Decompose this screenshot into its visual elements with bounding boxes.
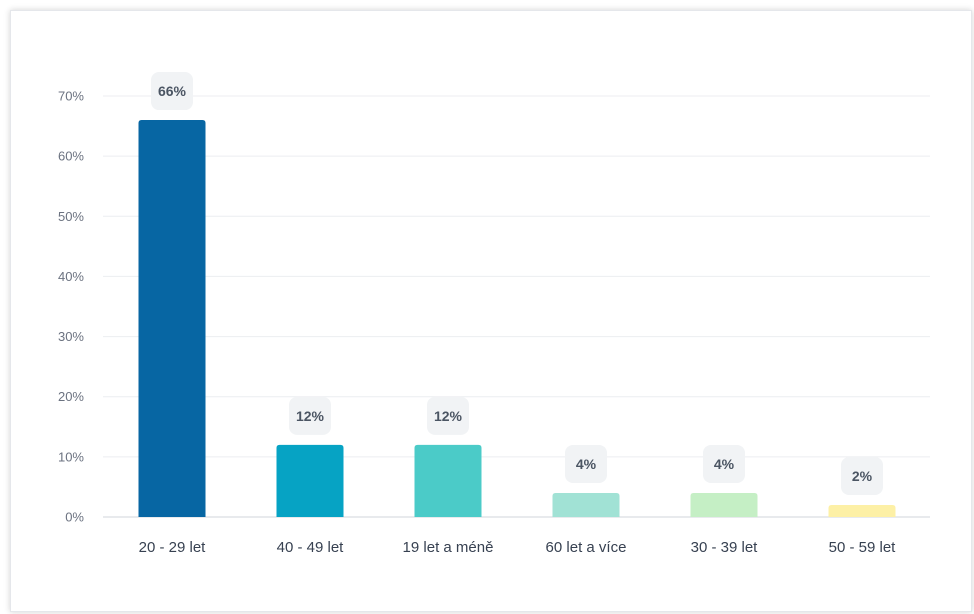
data-label-badge <box>565 444 607 483</box>
data-label-badge <box>151 72 193 111</box>
bar <box>276 444 344 517</box>
data-label-badge <box>427 396 469 435</box>
data-label-badge <box>289 396 331 435</box>
bars <box>138 120 896 518</box>
bar <box>690 492 758 517</box>
bar <box>828 504 896 517</box>
x-tick-label: 30 - 39 let <box>691 539 759 556</box>
y-tick-label: 10% <box>58 449 84 464</box>
y-tick-label: 50% <box>58 209 84 224</box>
data-label: 66% <box>158 83 187 99</box>
x-tick-label: 60 let a více <box>546 539 627 556</box>
x-axis: 20 - 29 let 40 - 49 let 19 let a méně 60 le… <box>139 539 897 556</box>
y-tick-label: 0% <box>65 510 84 525</box>
data-labels: 66% 12% 12% 4% 4% 2% <box>151 72 883 495</box>
data-label: 4% <box>714 456 735 472</box>
y-tick-label: 30% <box>58 329 84 344</box>
bar <box>138 120 206 518</box>
data-label-badge <box>703 444 745 483</box>
y-tick-label: 20% <box>58 389 84 404</box>
data-label: 12% <box>434 408 463 424</box>
x-tick-label: 40 - 49 let <box>277 539 345 556</box>
data-label: 12% <box>296 408 325 424</box>
y-axis: 0% 10% 20% 30% 40% 50% 60% 70% <box>58 89 84 525</box>
x-tick-label: 19 let a méně <box>403 539 494 556</box>
bar <box>552 492 620 517</box>
y-tick-label: 70% <box>58 89 84 104</box>
y-tick-label: 40% <box>58 269 84 284</box>
gridlines <box>103 95 930 518</box>
bar <box>414 444 482 517</box>
x-tick-label: 50 - 59 let <box>829 539 897 556</box>
x-tick-label: 20 - 29 let <box>139 539 207 556</box>
data-label: 4% <box>576 456 597 472</box>
data-label: 2% <box>852 468 873 484</box>
y-tick-label: 60% <box>58 149 84 164</box>
data-label-badge <box>841 456 883 495</box>
